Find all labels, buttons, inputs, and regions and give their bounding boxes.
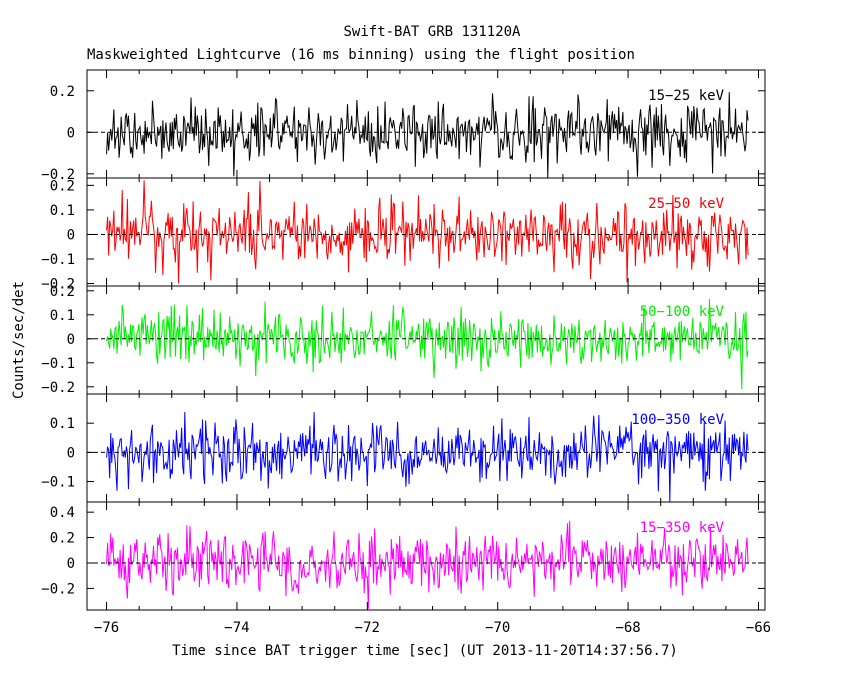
y-tick-label: 0.2	[50, 284, 75, 300]
x-tick-label: −72	[355, 620, 380, 636]
chart-subtitle: Maskweighted Lightcurve (16 ms binning) …	[87, 47, 635, 63]
series-line-25-50-kev	[106, 180, 749, 284]
x-tick-label: −76	[94, 620, 119, 636]
y-tick-label: −0.2	[41, 167, 75, 183]
energy-band-label: 15−25 keV	[648, 88, 724, 104]
energy-band-label: 50−100 keV	[640, 304, 725, 320]
x-tick-label: −74	[224, 620, 249, 636]
panel-1: 0.2 0 −0.2 15−25 keV	[41, 69, 766, 183]
y-tick-label: 0.1	[50, 416, 75, 432]
y-tick-label: 0.1	[50, 203, 75, 219]
chart-title: Swift-BAT GRB 131120A	[343, 24, 521, 40]
energy-band-label: 15−350 keV	[640, 520, 725, 536]
y-tick-label: 0.2	[50, 84, 75, 100]
energy-band-label: 100−350 keV	[631, 412, 724, 428]
y-tick-label: 0	[67, 227, 75, 243]
y-tick-label: 0.2	[50, 531, 75, 547]
panels: 0.2 0 −0.2 15−25 keV 0.2 0.1 0 −0.1 −0.2 25−50 ke…	[41, 69, 771, 636]
y-tick-label: 0	[67, 332, 75, 348]
y-tick-label: −0.2	[41, 380, 75, 396]
x-tick-label: −70	[485, 620, 510, 636]
x-tick-label: −68	[615, 620, 640, 636]
series-line-15-350-kev	[106, 520, 749, 609]
y-tick-label: 0.4	[50, 505, 75, 521]
y-tick-label: 0	[67, 125, 75, 141]
panel-3: 0.2 0.1 0 −0.1 −0.2 50−100 keV	[41, 284, 766, 396]
energy-band-label: 25−50 keV	[648, 196, 724, 212]
y-tick-label: −0.2	[41, 277, 75, 293]
y-tick-label: −0.1	[41, 475, 75, 491]
y-tick-label: −0.1	[41, 252, 75, 268]
panel-5: 0.4 0.2 0 −0.2 15−350 keV	[41, 501, 766, 611]
y-tick-label: −0.1	[41, 356, 75, 372]
y-tick-label: 0	[67, 445, 75, 461]
x-axis-label: Time since BAT trigger time [sec] (UT 20…	[172, 643, 678, 659]
y-tick-label: 0.2	[50, 178, 75, 194]
panel-2: 0.2 0.1 0 −0.1 −0.2 25−50 keV	[41, 177, 766, 293]
x-axis: −76 −74 −72 −70 −68 −66	[94, 620, 771, 636]
y-axis-label: Counts/sec/det	[11, 281, 27, 399]
series-line-50-100-kev	[106, 298, 749, 390]
y-tick-label: 0	[67, 556, 75, 572]
series-line-15-25-kev	[106, 92, 749, 178]
y-tick-label: −0.2	[41, 581, 75, 597]
series-line-100-350-kev	[106, 412, 749, 502]
y-tick-label: 0.1	[50, 308, 75, 324]
panel-4: 0.1 0 −0.1 100−350 keV	[41, 393, 766, 503]
panel-frame	[86, 501, 766, 611]
x-tick-label: −66	[746, 620, 771, 636]
